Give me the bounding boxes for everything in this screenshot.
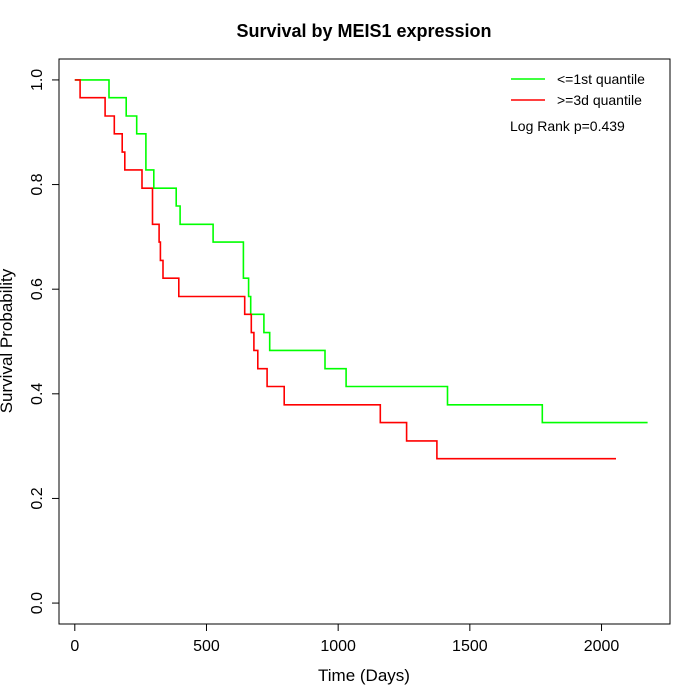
- y-tick-label: 0.6: [29, 278, 46, 300]
- log-rank-annotation: Log Rank p=0.439: [510, 118, 625, 134]
- y-tick-label: 0.4: [29, 383, 46, 405]
- x-tick-label: 0: [70, 638, 79, 655]
- legend: <=1st quantile >=3d quantile: [511, 71, 645, 108]
- y-tick-label: 1.0: [29, 69, 46, 91]
- series-line-2: [74, 79, 616, 460]
- plot-frame: [58, 58, 671, 625]
- y-axis: 0.0 0.2 0.4 0.6 0.8 1.0: [29, 69, 60, 614]
- y-tick-label: 0.0: [29, 592, 46, 614]
- y-tick-label: 0.2: [29, 487, 46, 509]
- y-tick-label: 0.8: [29, 173, 46, 195]
- series-line-1: [74, 79, 648, 424]
- x-tick-label: 2000: [584, 638, 620, 655]
- x-axis: 0 500 1000 1500 2000: [70, 623, 620, 655]
- chart-title: Survival by MEIS1 expression: [236, 21, 491, 41]
- legend-label-2: >=3d quantile: [557, 92, 642, 108]
- x-tick-label: 1000: [320, 638, 356, 655]
- x-tick-label: 500: [193, 638, 220, 655]
- legend-label-1: <=1st quantile: [557, 71, 645, 87]
- series-layer: [74, 79, 648, 460]
- y-axis-label: Survival Probability: [0, 268, 16, 413]
- x-tick-label: 1500: [452, 638, 488, 655]
- x-axis-label: Time (Days): [318, 666, 410, 685]
